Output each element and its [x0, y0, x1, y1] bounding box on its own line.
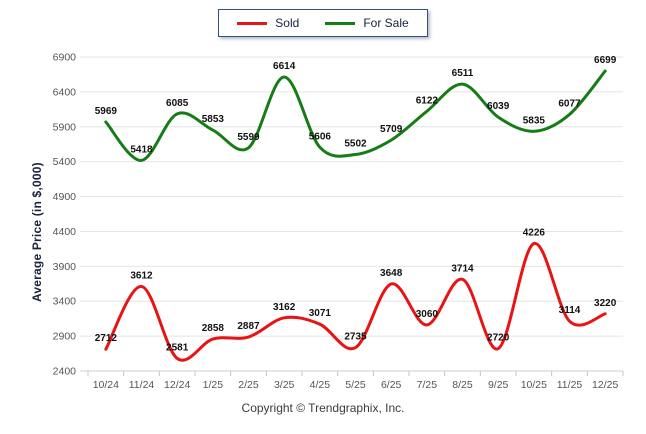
legend-box: Sold For Sale — [218, 9, 428, 37]
data-point-label-for-sale: 6699 — [594, 55, 617, 66]
x-axis-tick-label: 7/25 — [417, 379, 438, 391]
series-line-for-sale — [104, 69, 607, 162]
x-axis-tick-label: 1/25 — [203, 379, 224, 391]
data-point-label-for-sale: 5835 — [523, 115, 546, 126]
x-axis-tick-label: 11/25 — [557, 379, 583, 391]
data-point-label-for-sale: 5418 — [130, 144, 153, 155]
data-point-label-sold: 3071 — [309, 308, 332, 319]
legend-item-sold[interactable]: Sold — [237, 16, 299, 30]
legend-item-for-sale[interactable]: For Sale — [325, 16, 409, 30]
series-line-sold — [104, 242, 607, 362]
data-point-label-sold: 3648 — [380, 268, 403, 279]
for-sale-line-swatch — [325, 21, 356, 25]
data-point-label-for-sale: 6614 — [273, 61, 296, 72]
data-point-label-for-sale: 6122 — [416, 95, 439, 106]
data-point-label-for-sale: 6511 — [452, 68, 474, 79]
data-point-label-sold: 3162 — [273, 302, 296, 313]
copyright-text: Copyright © Trendgraphix, Inc. — [241, 401, 405, 415]
data-point-label-for-sale: 6085 — [166, 98, 189, 109]
x-axis-tick-label: 12/25 — [592, 379, 618, 391]
y-axis-tick-label: 6900 — [53, 52, 77, 64]
data-point-label-sold: 3612 — [130, 270, 153, 281]
chart-legend: Sold For Sale — [0, 9, 646, 37]
x-axis-tick-label: 2/25 — [238, 379, 259, 391]
data-point-label-sold: 3714 — [451, 263, 474, 274]
x-axis-tick-label: 5/25 — [345, 379, 366, 391]
data-point-label-sold: 2735 — [344, 332, 367, 343]
y-axis-tick-label: 6400 — [53, 86, 77, 98]
y-axis-tick-label: 4900 — [53, 191, 77, 203]
legend-label-sold: Sold — [275, 16, 300, 30]
y-axis-tick-label: 2400 — [53, 366, 77, 378]
data-point-label-for-sale: 5969 — [95, 106, 118, 117]
x-axis-tick-label: 4/25 — [310, 379, 331, 391]
data-point-label-for-sale: 5853 — [202, 114, 225, 125]
data-point-label-sold: 2858 — [202, 323, 225, 334]
data-point-label-sold: 3114 — [559, 305, 581, 316]
data-point-label-sold: 2581 — [166, 342, 189, 353]
sold-line-swatch — [237, 21, 268, 25]
data-point-label-sold: 4226 — [523, 228, 546, 239]
data-point-label-sold: 2712 — [95, 333, 118, 344]
y-axis-tick-label: 3400 — [53, 296, 77, 308]
x-axis-tick-label: 10/24 — [93, 379, 119, 391]
data-point-label-sold: 3220 — [594, 298, 617, 309]
data-point-label-for-sale: 6039 — [487, 101, 510, 112]
y-axis-tick-label: 5400 — [53, 156, 77, 168]
data-point-label-sold: 3060 — [416, 309, 439, 320]
data-point-label-sold: 2720 — [487, 333, 510, 344]
x-axis-tick-label: 11/24 — [129, 379, 155, 391]
x-axis-tick-label: 8/25 — [452, 379, 473, 391]
data-point-label-for-sale: 6077 — [558, 98, 581, 109]
y-axis-tick-label: 3900 — [53, 261, 77, 273]
data-point-label-sold: 2887 — [237, 321, 260, 332]
x-axis-tick-label: 10/25 — [521, 379, 547, 391]
y-axis-tick-label: 2900 — [53, 331, 77, 343]
legend-label-for-sale: For Sale — [363, 16, 409, 30]
x-axis-tick-label: 12/24 — [164, 379, 190, 391]
x-axis-tick-label: 9/25 — [488, 379, 509, 391]
data-point-label-for-sale: 5709 — [380, 124, 403, 135]
data-point-label-for-sale: 5502 — [344, 139, 367, 150]
x-axis-tick-label: 3/25 — [274, 379, 295, 391]
y-axis-tick-label: 4400 — [53, 226, 77, 238]
data-point-label-for-sale: 5599 — [237, 132, 260, 143]
x-axis-tick-label: 6/25 — [381, 379, 402, 391]
data-point-label-for-sale: 5606 — [309, 131, 332, 142]
y-axis-tick-label: 5900 — [53, 121, 77, 133]
